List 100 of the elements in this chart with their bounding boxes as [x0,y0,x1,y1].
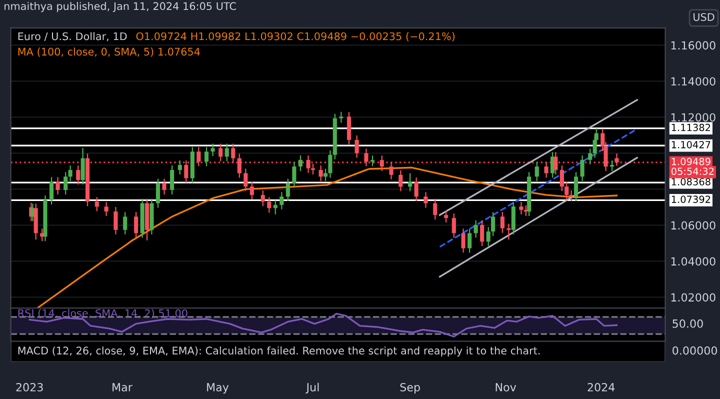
candlestick [614,152,619,166]
candlestick [156,178,160,208]
text: MACD (12, 26, close, 9, EMA, EMA): Calculation failed. Remove the script and reapply it to the chart. [18,346,540,357]
candlestick [250,181,254,200]
candlestick [328,150,332,178]
x-tick-label: 2024 [588,383,615,392]
ref-line-label: 1.11382 [672,124,710,132]
candlestick [389,161,394,180]
candlestick [170,164,174,195]
candlestick [452,212,456,238]
candlestick [424,192,428,208]
candlestick [554,152,558,176]
candlestick [544,161,548,178]
candlestick [500,212,504,234]
candlestick [474,220,478,238]
candlestick [433,198,438,220]
text: 05:54:32 [671,168,714,175]
candlestick [184,160,188,184]
candlestick [196,146,201,167]
candlestick [104,202,108,217]
chart-subtitle: O1.09724 H1.09982 L1.09302 C1.09489 −0.00235 (−0.21%) [136,32,455,42]
candlestick [480,220,484,247]
x-tick-label: Mar [112,383,132,392]
candlestick [569,190,574,202]
text: MA (100, close, 0, SMA, 5) 1.07654 [18,48,200,57]
candlestick [298,154,302,172]
line-series [36,166,618,308]
candlestick [178,160,182,176]
chart-title: Euro / U.S. Dollar, 1D [18,32,127,42]
text: USD [694,13,714,21]
candlestick [610,160,614,172]
candlestick [560,164,564,192]
candlestick [491,212,496,237]
y-tick-label: 1.04000 [671,257,716,266]
candlestick [218,143,223,162]
candlestick [286,178,290,202]
x-tick-label: 2023 [16,383,43,392]
candlestick [364,148,368,167]
candlestick [580,154,584,182]
text: nmaithya published, Jan 11, 2024 16:05 UTC [4,2,236,12]
candlestick [414,176,418,202]
candlestick [260,190,265,207]
x-tick-label: Sep [400,383,420,394]
candlestick [134,212,138,238]
candlestick [306,154,310,174]
candlestick [224,143,229,162]
candlestick [310,163,316,176]
candlestick [244,168,248,192]
candlestick [123,212,128,235]
candlestick [56,176,60,195]
candlestick [380,155,384,172]
y-tick-label: 1.02000 [671,293,716,302]
candlestick [231,143,236,164]
candlestick [354,134,359,158]
ref-line-label: 1.10427 [672,141,710,148]
y-tick-label: 1.12000 [671,113,716,122]
candlestick [574,172,578,202]
text: 50.00 [672,319,703,328]
candlestick [323,168,328,182]
candlestick [408,172,412,192]
candlestick [49,176,54,206]
x-tick-label: Jul [306,382,319,394]
candlestick [398,170,403,192]
candlestick [94,196,99,212]
y-tick-label: 1.06000 [671,221,716,230]
candlestick [534,161,539,182]
candlestick [318,164,323,182]
x-tick-label: Nov [496,383,516,392]
candlestick [370,155,375,167]
candlestick [162,178,166,195]
y-tick-label: 1.14000 [671,77,716,86]
candlestick [346,112,352,145]
candlestick [461,228,466,254]
candlestick [588,148,592,165]
candlestick [114,206,118,235]
candlestick [273,200,278,215]
candlestick [506,223,511,240]
candlestick [564,181,569,200]
candlestick [468,228,472,254]
y-tick-label: 1.16000 [671,41,716,50]
candlestick [280,192,284,210]
candlestick [204,146,209,167]
x-tick-label: May [207,383,229,394]
candlestick [64,172,68,195]
candlestick [511,201,516,235]
candlestick [68,164,72,182]
candlestick [292,161,296,188]
ref-line-label: 1.07392 [672,196,710,203]
candlestick [519,201,524,215]
candlestick [444,210,448,224]
text: 0.00000 [672,346,718,355]
ref-line-label: 1.08368 [672,178,710,186]
candlestick [339,111,344,124]
candlestick [76,164,80,186]
candlestick [80,147,85,186]
candlestick [237,153,242,178]
candlestick [486,226,490,247]
candlestick [267,196,272,214]
ref-line-label: 1.09489 [672,158,710,166]
candlestick [210,143,215,157]
